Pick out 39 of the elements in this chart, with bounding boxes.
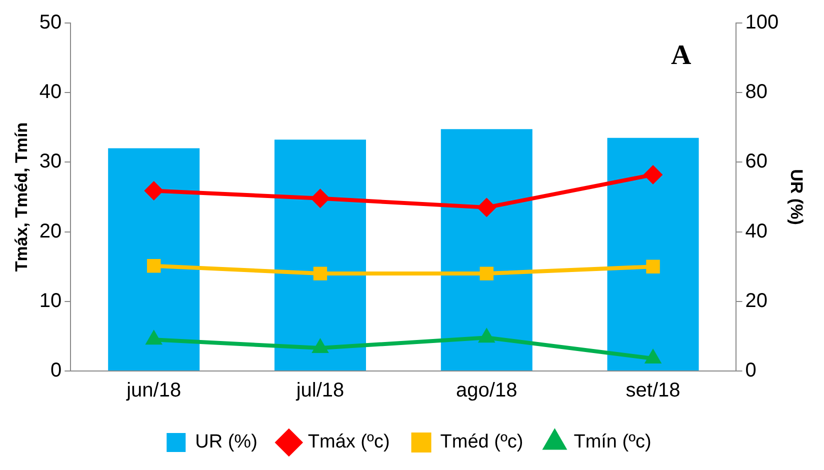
y-axis-title: Tmáx, Tméd, Tmín: [12, 122, 31, 272]
y-tick-label: 10: [39, 290, 62, 312]
bar: [607, 138, 699, 370]
point: [480, 266, 494, 280]
annotation: A: [670, 40, 692, 72]
y2-tick-label: 80: [745, 81, 768, 104]
legend-label: Tmín (ºc): [574, 432, 652, 453]
x-tick-label: jun/18: [126, 380, 182, 402]
bar: [274, 140, 366, 370]
bar: [440, 129, 532, 370]
point: [477, 198, 496, 217]
point: [310, 188, 330, 208]
legend-label: Tmáx (ºc): [308, 432, 390, 453]
bar: [108, 148, 200, 370]
y2-tick-label: 0: [745, 360, 756, 382]
y2-tick-label: 40: [745, 220, 768, 242]
point: [146, 330, 162, 345]
point: [644, 348, 662, 364]
y-tick-label: 50: [39, 12, 62, 34]
y-tick-label: 30: [39, 150, 62, 173]
point: [312, 338, 329, 354]
legend-label: UR (%): [195, 432, 258, 453]
x-tick-label: jul/18: [295, 380, 344, 402]
point: [313, 266, 328, 280]
point: [646, 260, 660, 274]
point: [644, 165, 663, 184]
y2-tick-label: 20: [745, 290, 768, 312]
legend-label: Tméd (ºc): [440, 432, 524, 453]
point: [146, 259, 161, 273]
point: [478, 328, 495, 343]
x-tick-label: set/18: [626, 380, 680, 402]
y2-tick-label: 100: [745, 12, 779, 34]
y-tick-label: 40: [39, 81, 62, 104]
y2-axis-title: UR (%): [787, 169, 806, 225]
y-tick-label: 20: [39, 220, 62, 242]
x-tick-label: ago/18: [456, 380, 518, 402]
point: [144, 181, 164, 200]
y-tick-label: 0: [50, 360, 62, 382]
y2-tick-label: 60: [745, 150, 768, 173]
